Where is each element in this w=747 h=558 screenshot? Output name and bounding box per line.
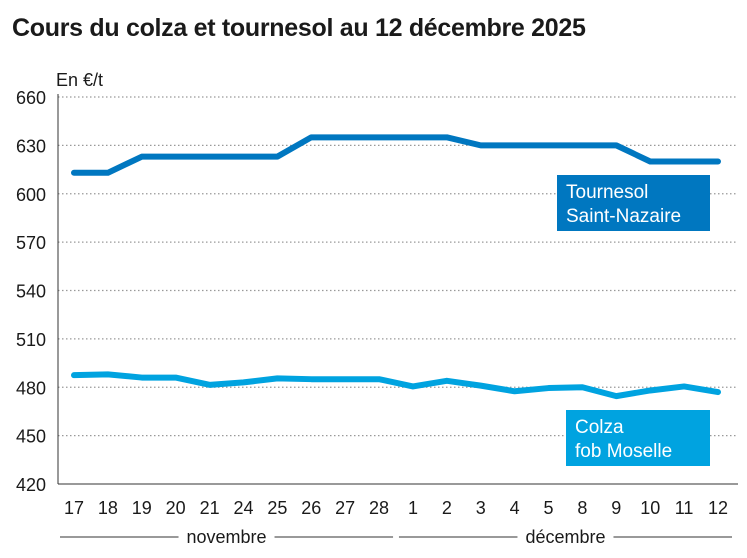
legend-label: Colza — [575, 417, 624, 438]
y-tick-label: 570 — [16, 233, 46, 253]
legend-label: fob Moselle — [575, 441, 672, 462]
y-tick-label: 450 — [16, 427, 46, 447]
y-axis-label: En €/t — [56, 70, 103, 90]
x-tick-label: 11 — [675, 498, 694, 518]
x-tick-label: 8 — [577, 498, 587, 518]
x-tick-label: 20 — [166, 498, 186, 518]
x-tick-label: 10 — [640, 498, 660, 518]
x-tick-label: 25 — [267, 498, 287, 518]
x-tick-label: 26 — [301, 498, 321, 518]
legend-label: Tournesol — [566, 182, 648, 203]
x-tick-label: 21 — [200, 498, 220, 518]
month-label: novembre — [187, 527, 267, 547]
x-tick-label: 1 — [408, 498, 418, 518]
x-tick-label: 17 — [64, 498, 84, 518]
x-tick-label: 27 — [335, 498, 355, 518]
y-tick-label: 510 — [16, 330, 46, 350]
x-tick-label: 9 — [611, 498, 621, 518]
y-tick-label: 630 — [16, 136, 46, 156]
y-tick-label: 540 — [16, 282, 46, 302]
chart-title: Cours du colza et tournesol au 12 décemb… — [12, 14, 586, 42]
legend-label: Saint-Nazaire — [566, 206, 681, 227]
x-tick-label: 12 — [708, 498, 728, 518]
x-tick-label: 5 — [544, 498, 554, 518]
y-tick-label: 420 — [16, 475, 46, 495]
x-tick-label: 19 — [132, 498, 152, 518]
y-tick-label: 480 — [16, 378, 46, 398]
series-line-colza — [71, 371, 721, 400]
x-tick-label: 4 — [510, 498, 520, 518]
x-tick-label: 2 — [442, 498, 452, 518]
x-tick-label: 24 — [233, 498, 253, 518]
legend-box — [557, 175, 710, 231]
y-tick-label: 660 — [16, 88, 46, 108]
x-tick-label: 18 — [98, 498, 118, 518]
month-label: décembre — [525, 527, 605, 547]
x-tick-label: 3 — [476, 498, 486, 518]
legend-box — [566, 410, 710, 466]
x-tick-label: 28 — [369, 498, 389, 518]
series-line-tournesol — [71, 134, 721, 176]
y-tick-label: 600 — [16, 185, 46, 205]
